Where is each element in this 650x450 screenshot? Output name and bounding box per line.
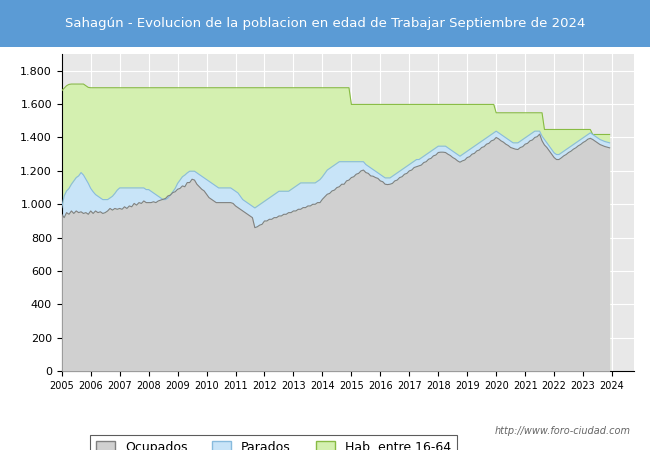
Text: Sahagún - Evolucion de la poblacion en edad de Trabajar Septiembre de 2024: Sahagún - Evolucion de la poblacion en e… bbox=[65, 17, 585, 30]
Legend: Ocupados, Parados, Hab. entre 16-64: Ocupados, Parados, Hab. entre 16-64 bbox=[90, 435, 457, 450]
Text: http://www.foro-ciudad.com: http://www.foro-ciudad.com bbox=[495, 427, 630, 436]
